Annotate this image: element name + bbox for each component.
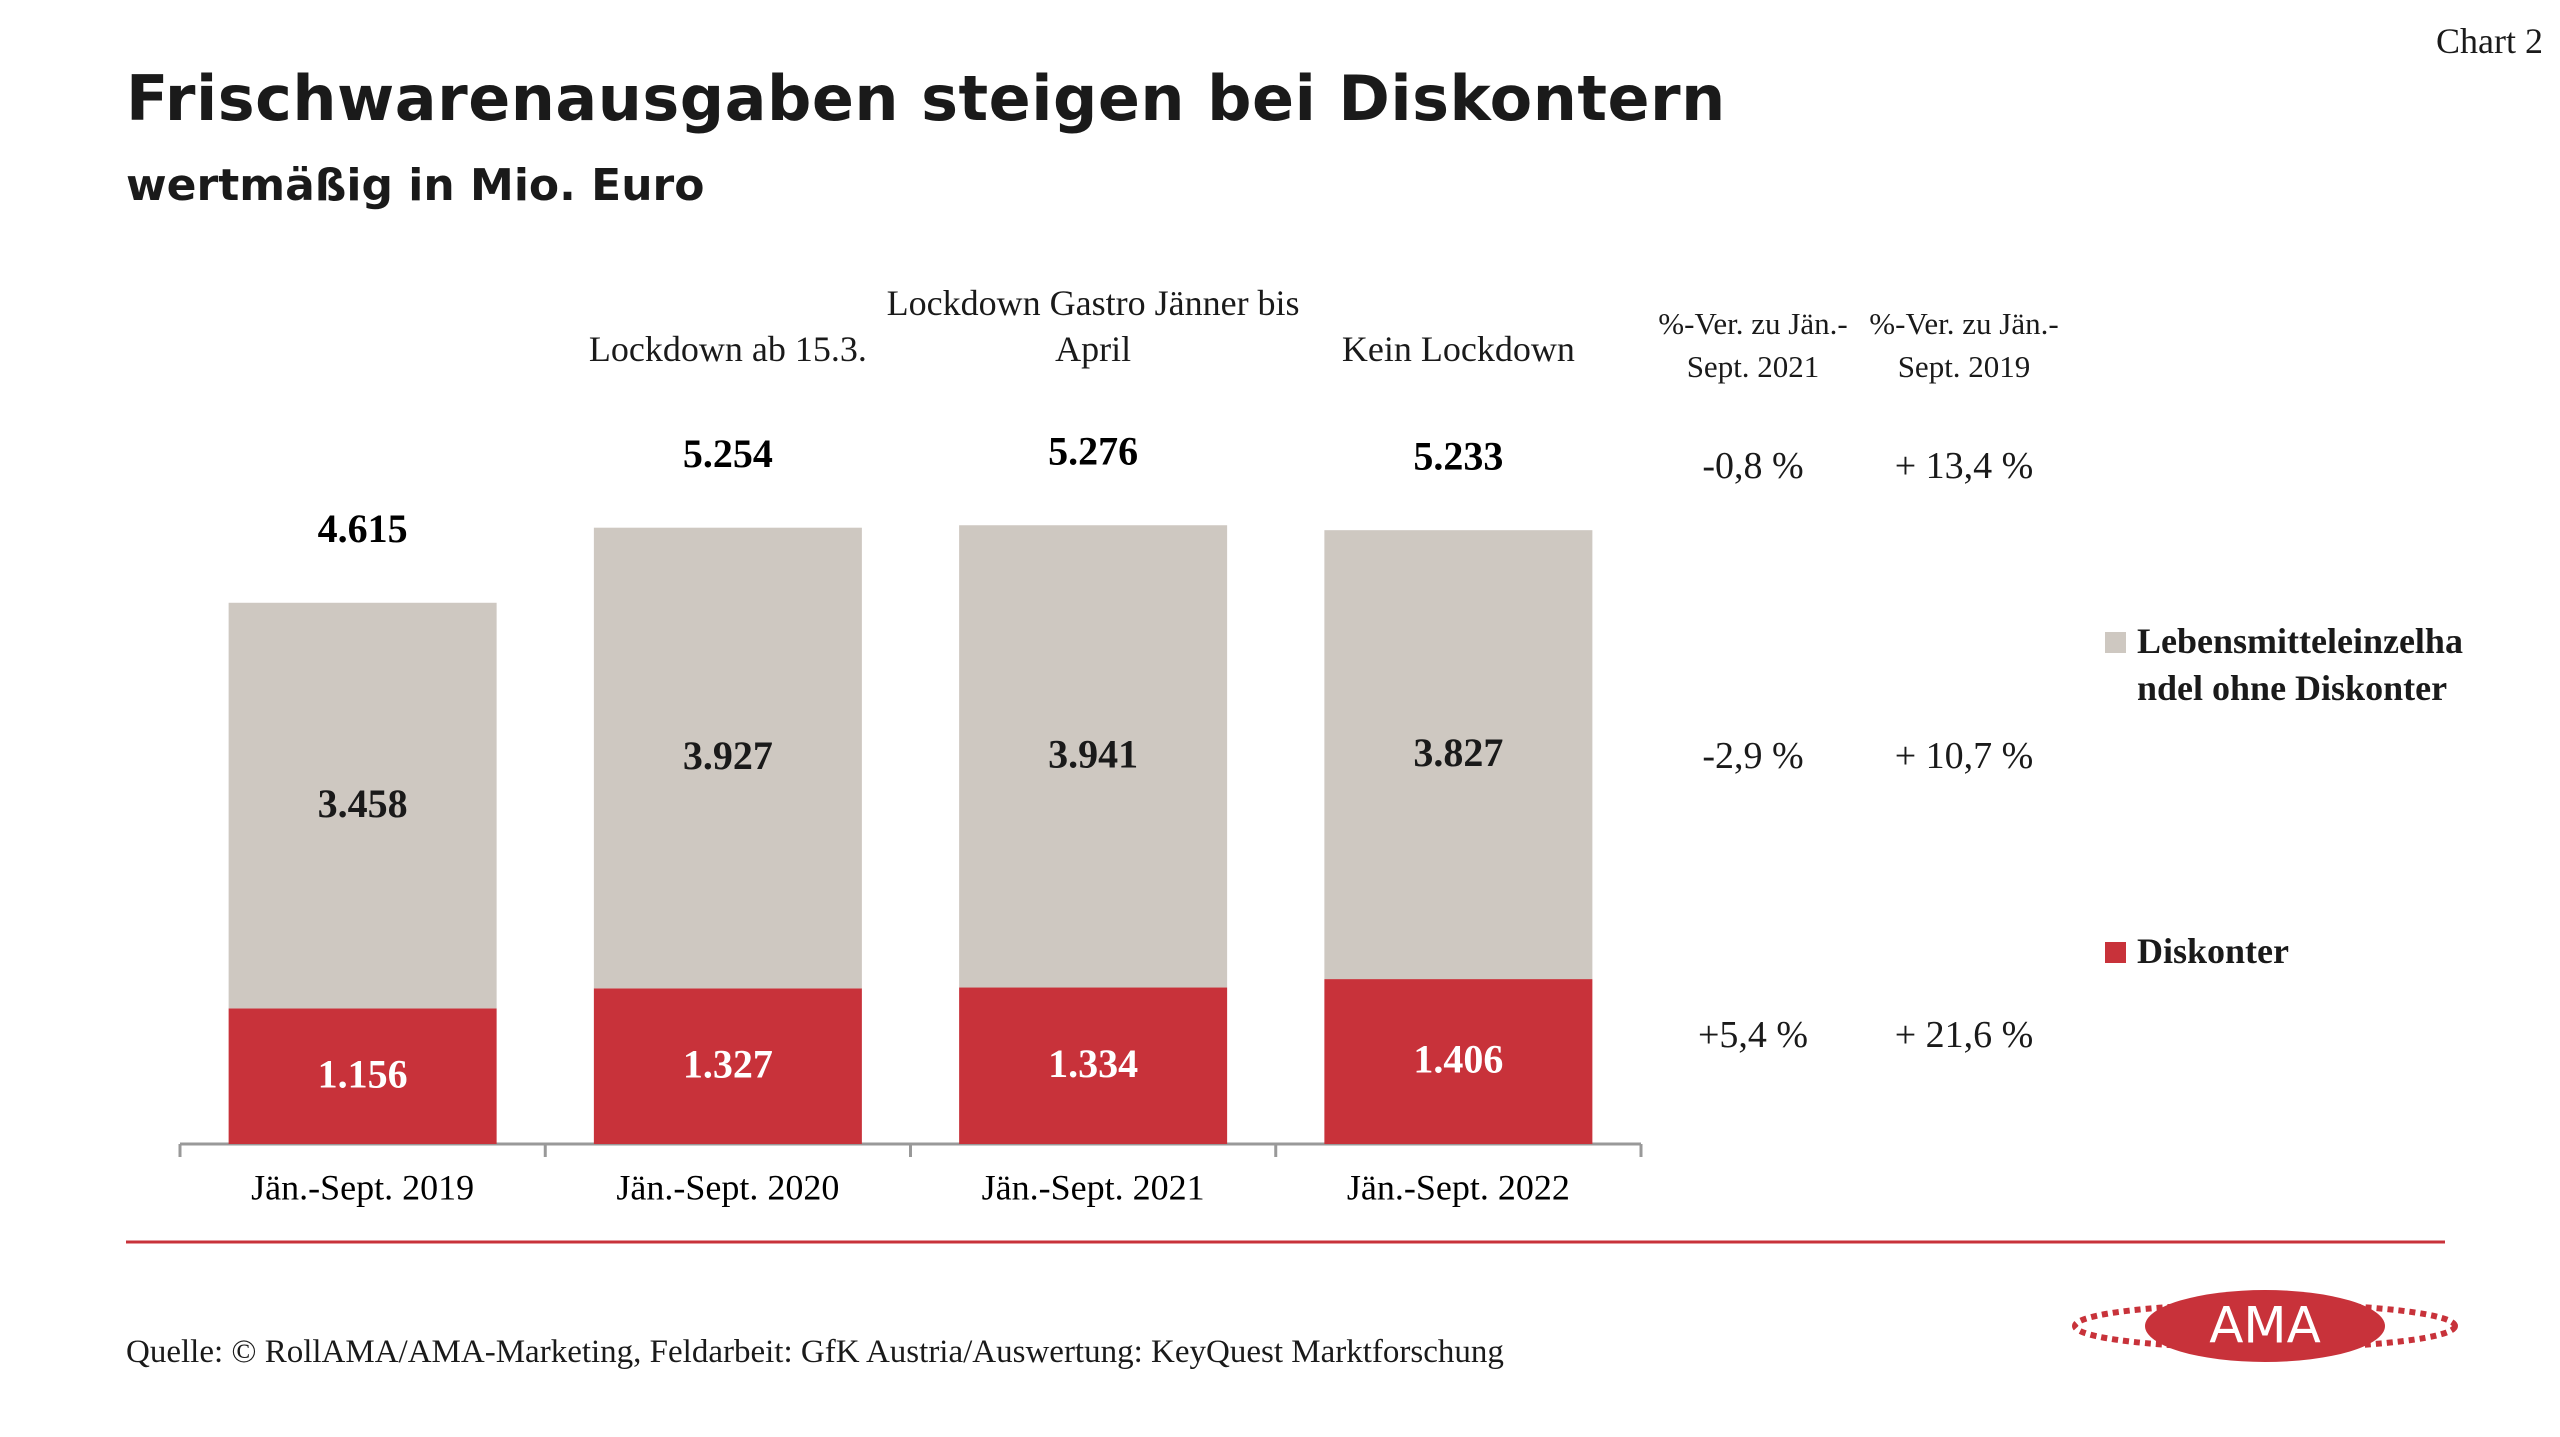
x-tick-label: Jän.-Sept. 2021 [982,1167,1205,1207]
source: Quelle: © RollAMA/AMA-Marketing, Feldarb… [126,1334,1504,1370]
table-header: %-Ver. zu Jän.-Sept. 2019 [1869,306,2059,384]
chart-subtitle: wertmäßig in Mio. Euro [126,160,705,211]
table-cell: + 10,7 % [1894,735,2034,777]
table-cell: + 21,6 % [1894,1014,2034,1056]
bar-segment [593,527,862,989]
annotation: Lockdown ab 15.3. [588,329,867,369]
total-label: 4.615 [318,506,408,551]
total-label: 5.276 [1048,428,1138,473]
logo: AMA [2072,1290,2458,1362]
value-label: 3.927 [683,733,773,778]
table-cell: -0,8 % [1702,445,1804,487]
annotation: Lockdown Gastro Jänner bis April [886,283,1300,369]
value-label: 1.406 [1413,1037,1503,1082]
x-tick-label: Jän.-Sept. 2019 [251,1167,474,1207]
legend-swatch [2105,942,2126,963]
bar-segment [228,1008,497,1144]
chart-title: Frischwarenausgaben steigen bei Diskonte… [126,62,1726,135]
annotation: Kein Lockdown [1341,329,1575,369]
table-header: %-Ver. zu Jän.-Sept. 2021 [1658,306,1848,384]
chart-label: Chart 2 [2436,21,2543,61]
value-label: 1.156 [318,1051,408,1096]
table-cell: + 13,4 % [1894,445,2034,487]
value-label: 1.334 [1048,1041,1138,1086]
table-cell: +5,4 % [1697,1014,1809,1056]
legend-swatch [2105,632,2126,653]
bar-segment [959,987,1228,1144]
legend-label: Lebensmitteleinzelhandel ohne Diskonter [2137,621,2463,708]
bar-segment [1324,530,1593,980]
bar-segment [959,525,1228,988]
legend-label: Diskonter [2137,931,2289,971]
value-label: 3.458 [318,781,408,826]
bar-segment [1324,979,1593,1144]
bar-segment [593,988,862,1144]
x-tick-label: Jän.-Sept. 2020 [616,1167,839,1207]
value-label: 3.941 [1048,732,1138,777]
total-label: 5.233 [1413,433,1503,478]
value-label: 1.327 [683,1041,773,1086]
x-tick-label: Jän.-Sept. 2022 [1347,1167,1570,1207]
logo-text: AMA [2209,1297,2321,1355]
total-label: 5.254 [683,431,773,476]
table-cell: -2,9 % [1702,735,1804,777]
bar-segment [228,602,497,1009]
value-label: 3.827 [1413,730,1503,775]
